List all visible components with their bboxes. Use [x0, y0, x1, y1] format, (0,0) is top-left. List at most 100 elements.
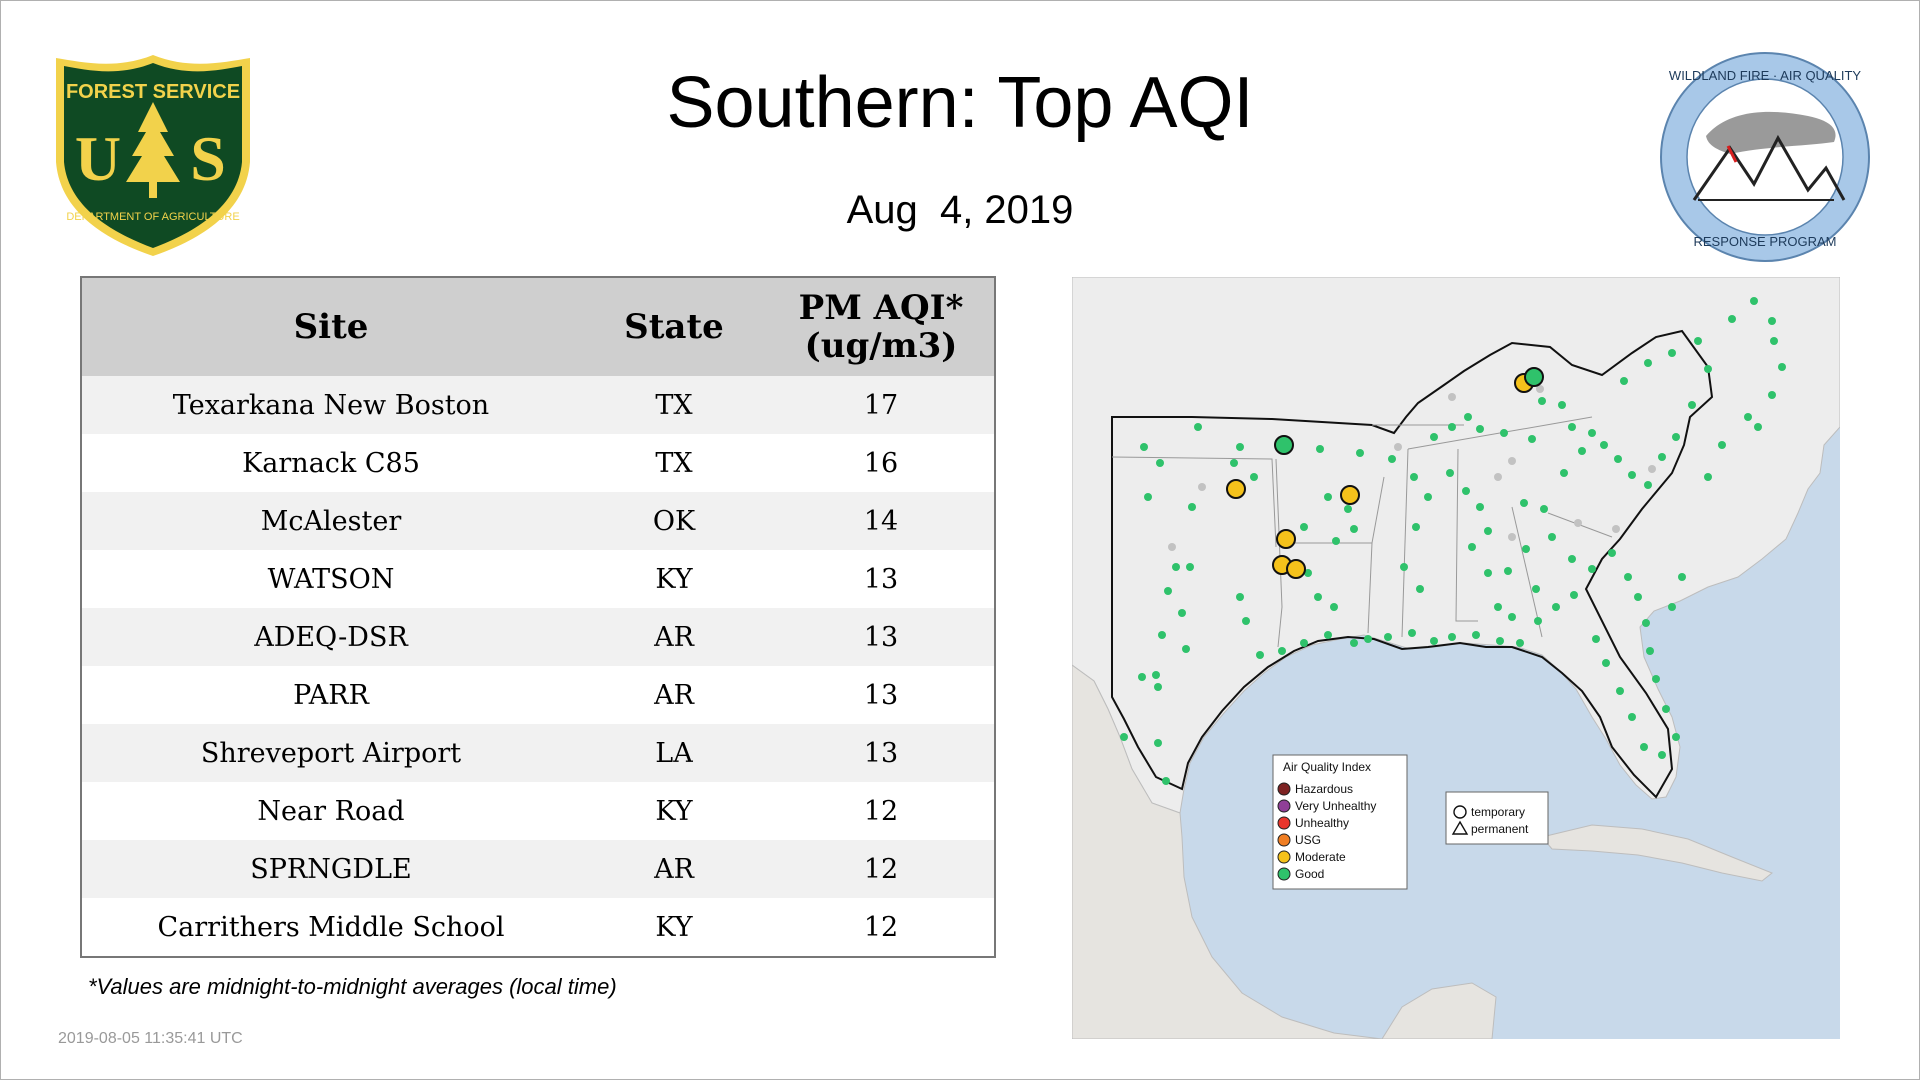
good-monitor-dot [1300, 639, 1308, 647]
good-monitor-dot [1608, 549, 1616, 557]
good-monitor-dot [1430, 637, 1438, 645]
svg-text:DEPARTMENT OF AGRICULTURE: DEPARTMENT OF AGRICULTURE [66, 211, 239, 223]
good-monitor-dot [1652, 675, 1660, 683]
aqi-legend: Air Quality Index Hazardous Very Unhealth… [1272, 754, 1408, 890]
good-monitor-dot [1158, 631, 1166, 639]
good-monitor-dot [1644, 481, 1652, 489]
good-monitor-dot [1750, 297, 1758, 305]
good-monitor-dot [1620, 377, 1628, 385]
good-monitor-dot [1522, 545, 1530, 553]
good-monitor-dot [1668, 349, 1676, 357]
good-monitor-dot [1704, 365, 1712, 373]
aqi-legend-label: Moderate [1295, 850, 1346, 864]
forest-service-logo: FOREST SERVICE U S DEPARTMENT OF AGRICUL… [56, 55, 250, 256]
aqi-cell: 12 [768, 840, 994, 898]
table-row: WATSON KY 13 [82, 550, 994, 608]
site-cell: WATSON [82, 550, 580, 608]
good-monitor-dot [1242, 617, 1250, 625]
aqi-cell: 13 [768, 666, 994, 724]
good-monitor-dot [1304, 569, 1312, 577]
good-monitor-dot [1704, 473, 1712, 481]
good-monitor-dot [1634, 593, 1642, 601]
state-cell: KY [580, 782, 768, 840]
good-monitor-dot [1528, 435, 1536, 443]
monitor-markers [1120, 297, 1786, 785]
good-monitor-dot [1644, 359, 1652, 367]
site-type-legend: temporary permanent [1445, 791, 1549, 845]
map-land-yucatan [1381, 982, 1497, 1039]
column-header-site: Site [82, 278, 580, 376]
good-monitor-dot [1256, 651, 1264, 659]
legend-label-temporary: temporary [1471, 805, 1525, 819]
good-monitor-dot [1476, 503, 1484, 511]
good-monitor-dot [1140, 443, 1148, 451]
site-cell: McAlester [82, 492, 580, 550]
state-cell: AR [580, 608, 768, 666]
aqi-cell: 12 [768, 782, 994, 840]
good-monitor-dot [1662, 705, 1670, 713]
good-monitor-dot [1350, 639, 1358, 647]
legend-label-permanent: permanent [1471, 822, 1529, 836]
good-monitor-dot [1678, 573, 1686, 581]
svg-text:S: S [190, 123, 226, 194]
site-cell: SPRNGDLE [82, 840, 580, 898]
southern-region-outline [1111, 329, 1714, 799]
good-monitor-dot [1324, 493, 1332, 501]
aqi-legend-label: Good [1295, 867, 1324, 881]
aqi-legend-swatch [1277, 782, 1291, 796]
good-monitor-dot [1446, 469, 1454, 477]
good-monitor-dot [1350, 525, 1358, 533]
aqi-cell: 17 [768, 376, 994, 434]
good-monitor-dot [1178, 609, 1186, 617]
temporary-circle-icon [1453, 805, 1467, 819]
good-monitor-dot [1144, 493, 1152, 501]
table-row: Shreveport Airport LA 13 [82, 724, 994, 782]
good-monitor-dot [1520, 499, 1528, 507]
page-title: Southern: Top AQI [666, 63, 1254, 143]
svg-text:FOREST SERVICE: FOREST SERVICE [66, 81, 240, 103]
good-monitor-dot [1558, 401, 1566, 409]
svg-text:U: U [75, 123, 121, 194]
good-monitor-dot [1768, 317, 1776, 325]
good-monitor-dot [1532, 585, 1540, 593]
state-cell: TX [580, 434, 768, 492]
good-monitor-dot [1500, 429, 1508, 437]
good-monitor-dot [1568, 555, 1576, 563]
good-monitor-dot [1770, 337, 1778, 345]
good-monitor-dot [1646, 647, 1654, 655]
good-monitor-dot [1120, 733, 1128, 741]
good-monitor-dot [1364, 635, 1372, 643]
good-monitor-dot [1462, 487, 1470, 495]
good-monitor-dot [1388, 455, 1396, 463]
good-monitor-dot [1754, 423, 1762, 431]
table-header-row: Site State PM AQI* (ug/m3) [82, 278, 994, 376]
good-monitor-dot [1744, 413, 1752, 421]
aqi-cell: 13 [768, 608, 994, 666]
aqi-map: Air Quality Index Hazardous Very Unhealth… [1072, 277, 1840, 1039]
good-monitor-dot [1688, 401, 1696, 409]
site-cell: PARR [82, 666, 580, 724]
good-monitor-dot [1552, 603, 1560, 611]
table-row: PARR AR 13 [82, 666, 994, 724]
good-monitor-dot [1728, 315, 1736, 323]
table-row: McAlester OK 14 [82, 492, 994, 550]
good-monitor-dot [1344, 505, 1352, 513]
good-monitor-dot [1508, 613, 1516, 621]
good-monitor-dot [1484, 527, 1492, 535]
good-monitor-dot [1560, 469, 1568, 477]
good-monitor-dot [1472, 631, 1480, 639]
aqi-cell: 14 [768, 492, 994, 550]
inactive-monitors [1168, 385, 1656, 551]
good-monitor-dot [1448, 633, 1456, 641]
good-monitor-dot [1568, 423, 1576, 431]
aqi-legend-label: Unhealthy [1295, 816, 1349, 830]
good-monitor-dot [1516, 639, 1524, 647]
good-monitor-dot [1412, 523, 1420, 531]
good-monitor-dot [1330, 603, 1338, 611]
aqi-legend-swatch [1277, 867, 1291, 881]
good-monitor-dot [1156, 459, 1164, 467]
good-monitor-dot [1540, 505, 1548, 513]
good-monitor-dot [1588, 429, 1596, 437]
wildland-fire-logo: WILDLAND FIRE · AIR QUALITY RESPONSE PRO… [1660, 52, 1870, 262]
good-monitor-dot [1504, 567, 1512, 575]
